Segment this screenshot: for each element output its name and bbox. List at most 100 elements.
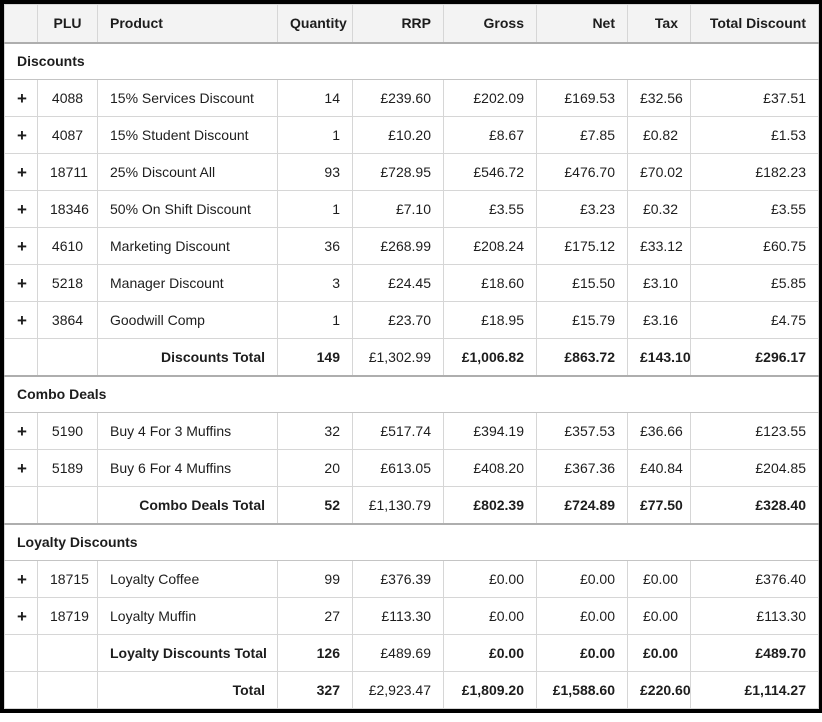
- net-cell: £0.00: [536, 560, 628, 598]
- rrp-cell: £1,302.99: [352, 338, 444, 376]
- plu-cell: 4088: [37, 79, 98, 117]
- plu-cell-empty: [37, 634, 98, 672]
- product-cell: 25% Discount All: [97, 153, 278, 191]
- gross-cell: £3.55: [443, 190, 537, 228]
- rrp-cell: £2,923.47: [352, 671, 444, 709]
- net-cell: £0.00: [536, 597, 628, 635]
- net-cell: £0.00: [536, 634, 628, 672]
- column-header-product: Product: [97, 4, 278, 44]
- net-cell: £1,588.60: [536, 671, 628, 709]
- section-title: Discounts: [4, 41, 819, 80]
- plu-cell: 4610: [37, 227, 98, 265]
- column-header-gross: Gross: [443, 4, 537, 44]
- section-total-row: Combo Deals Total 52 £1,130.79 £802.39 £724.…: [4, 486, 819, 524]
- expand-cell-empty: [4, 671, 38, 709]
- expand-row-icon[interactable]: +: [17, 236, 27, 256]
- expand-row-icon[interactable]: +: [17, 162, 27, 182]
- expand-cell[interactable]: +: [4, 153, 38, 191]
- section-header-row: Combo Deals: [4, 374, 819, 413]
- product-cell: Buy 6 For 4 Muffins: [97, 449, 278, 487]
- total-discount-cell: £1,114.27: [690, 671, 819, 709]
- expand-cell[interactable]: +: [4, 449, 38, 487]
- total-discount-cell: £376.40: [690, 560, 819, 598]
- rrp-cell: £113.30: [352, 597, 444, 635]
- quantity-cell: 149: [277, 338, 353, 376]
- quantity-cell: 32: [277, 412, 353, 450]
- table-row: +18711 25% Discount All 93 £728.95 £546.72 £4…: [4, 153, 819, 191]
- table-row: +4087 15% Student Discount 1 £10.20 £8.67 £7.…: [4, 116, 819, 154]
- tax-cell: £33.12: [627, 227, 691, 265]
- net-cell: £476.70: [536, 153, 628, 191]
- expand-row-icon[interactable]: +: [17, 458, 27, 478]
- column-header-plu: PLU: [37, 4, 98, 44]
- total-discount-cell: £37.51: [690, 79, 819, 117]
- expand-cell[interactable]: +: [4, 597, 38, 635]
- net-cell: £15.50: [536, 264, 628, 302]
- plu-cell: 5190: [37, 412, 98, 450]
- tax-cell: £0.00: [627, 597, 691, 635]
- quantity-cell: 99: [277, 560, 353, 598]
- expand-cell[interactable]: +: [4, 79, 38, 117]
- expand-row-icon[interactable]: +: [17, 273, 27, 293]
- table-row: +4088 15% Services Discount 14 £239.60 £202.…: [4, 79, 819, 117]
- total-label-cell: Discounts Total: [97, 338, 278, 376]
- table-row: +18719 Loyalty Muffin 27 £113.30 £0.00 £0.00 £…: [4, 597, 819, 635]
- section-header-row: Loyalty Discounts: [4, 522, 819, 561]
- total-label-cell: Combo Deals Total: [97, 486, 278, 524]
- expand-row-icon[interactable]: +: [17, 421, 27, 441]
- section-title: Loyalty Discounts: [4, 522, 819, 561]
- total-discount-cell: £4.75: [690, 301, 819, 339]
- rrp-cell: £23.70: [352, 301, 444, 339]
- rrp-cell: £1,130.79: [352, 486, 444, 524]
- plu-cell: 18715: [37, 560, 98, 598]
- gross-cell: £546.72: [443, 153, 537, 191]
- section-header-row: Discounts: [4, 41, 819, 80]
- total-discount-cell: £489.70: [690, 634, 819, 672]
- gross-cell: £408.20: [443, 449, 537, 487]
- table-row: +18715 Loyalty Coffee 99 £376.39 £0.00 £0.00 £…: [4, 560, 819, 598]
- net-cell: £7.85: [536, 116, 628, 154]
- plu-cell-empty: [37, 486, 98, 524]
- expand-cell[interactable]: +: [4, 412, 38, 450]
- tax-cell: £70.02: [627, 153, 691, 191]
- expand-row-icon[interactable]: +: [17, 569, 27, 589]
- column-header-net: Net: [536, 4, 628, 44]
- quantity-cell: 36: [277, 227, 353, 265]
- tax-cell: £0.00: [627, 634, 691, 672]
- section-title: Combo Deals: [4, 374, 819, 413]
- tax-cell: £32.56: [627, 79, 691, 117]
- gross-cell: £1,006.82: [443, 338, 537, 376]
- gross-cell: £18.95: [443, 301, 537, 339]
- net-cell: £724.89: [536, 486, 628, 524]
- expand-cell[interactable]: +: [4, 560, 38, 598]
- column-header-expand: [4, 4, 38, 44]
- quantity-cell: 93: [277, 153, 353, 191]
- column-header-rrp: RRP: [352, 4, 444, 44]
- plu-cell-empty: [37, 338, 98, 376]
- quantity-cell: 1: [277, 301, 353, 339]
- expand-cell[interactable]: +: [4, 227, 38, 265]
- expand-row-icon[interactable]: +: [17, 606, 27, 626]
- expand-row-icon[interactable]: +: [17, 310, 27, 330]
- total-discount-cell: £3.55: [690, 190, 819, 228]
- total-discount-cell: £1.53: [690, 116, 819, 154]
- expand-cell[interactable]: +: [4, 264, 38, 302]
- quantity-cell: 20: [277, 449, 353, 487]
- expand-row-icon[interactable]: +: [17, 88, 27, 108]
- rrp-cell: £10.20: [352, 116, 444, 154]
- product-cell: Marketing Discount: [97, 227, 278, 265]
- gross-cell: £208.24: [443, 227, 537, 265]
- tax-cell: £0.00: [627, 560, 691, 598]
- expand-cell[interactable]: +: [4, 301, 38, 339]
- table-row: +4610 Marketing Discount 36 £268.99 £208.24 £…: [4, 227, 819, 265]
- expand-cell[interactable]: +: [4, 190, 38, 228]
- expand-row-icon[interactable]: +: [17, 125, 27, 145]
- expand-cell[interactable]: +: [4, 116, 38, 154]
- total-label-cell: Total: [97, 671, 278, 709]
- gross-cell: £394.19: [443, 412, 537, 450]
- expand-row-icon[interactable]: +: [17, 199, 27, 219]
- expand-cell-empty: [4, 634, 38, 672]
- plu-cell: 4087: [37, 116, 98, 154]
- table-row: +5190 Buy 4 For 3 Muffins 32 £517.74 £394.19…: [4, 412, 819, 450]
